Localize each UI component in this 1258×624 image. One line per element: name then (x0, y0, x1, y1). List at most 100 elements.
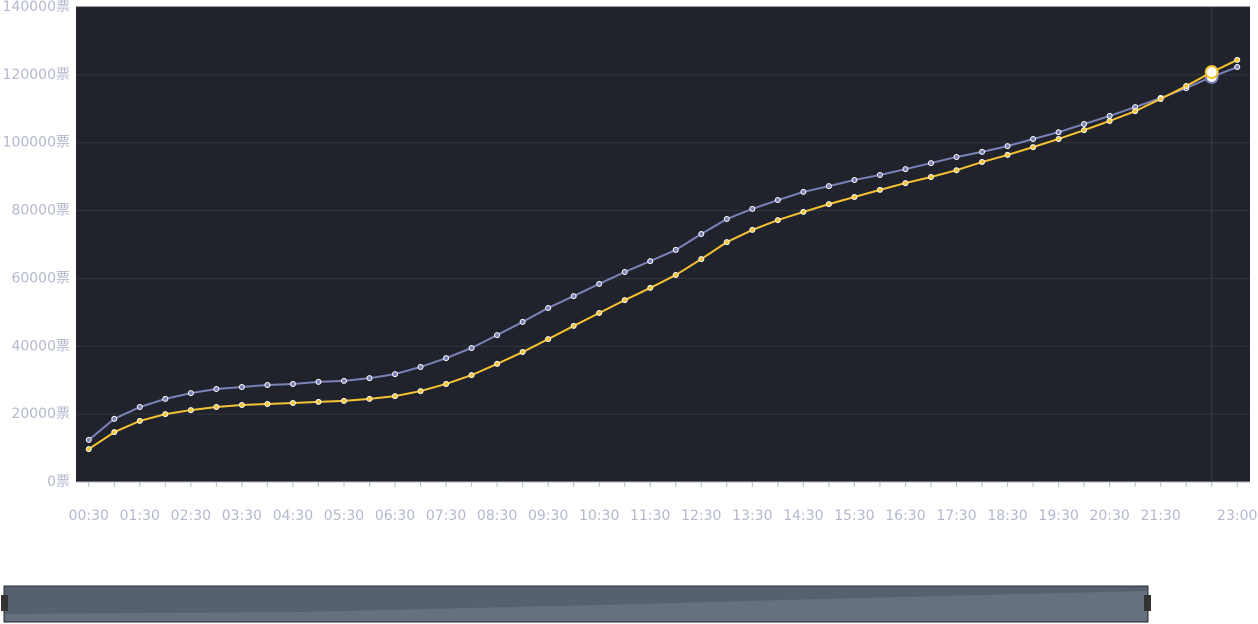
data-point (876, 186, 883, 193)
data-point (698, 256, 705, 263)
data-point (979, 148, 986, 155)
y-tick-label: 40000票 (11, 338, 70, 354)
data-point (723, 239, 730, 246)
data-point (825, 183, 832, 190)
data-point (111, 429, 118, 436)
data-point (443, 380, 450, 387)
x-tick-label: 14:30 (783, 508, 823, 524)
x-tick-label: 05:30 (324, 508, 364, 524)
x-tick-label: 16:30 (885, 508, 925, 524)
x-tick-label: 02:30 (171, 508, 211, 524)
data-point (1204, 65, 1219, 80)
x-tick-label: 08:30 (477, 508, 517, 524)
data-point (340, 397, 347, 404)
data-point (366, 395, 373, 402)
x-tick-label: 06:30 (375, 508, 415, 524)
x-tick-label: 21:30 (1140, 508, 1180, 524)
data-point (315, 378, 322, 385)
data-point (825, 201, 832, 208)
x-tick-label: 11:30 (630, 508, 670, 524)
data-point (698, 230, 705, 237)
data-point (1030, 144, 1037, 151)
x-tick-label: 23:00 (1217, 508, 1257, 524)
data-point (264, 381, 271, 388)
data-point (1004, 143, 1011, 150)
data-point (264, 400, 271, 407)
data-point (519, 318, 526, 325)
data-point (443, 355, 450, 362)
data-point (749, 226, 756, 233)
y-tick-label: 20000票 (11, 406, 70, 422)
data-point (187, 390, 194, 397)
data-point (1055, 135, 1062, 142)
data-point (340, 377, 347, 384)
data-point (749, 205, 756, 212)
data-point (953, 167, 960, 174)
x-tick-label: 13:30 (732, 508, 772, 524)
x-tick-label: 07:30 (426, 508, 466, 524)
zoom-handle[interactable] (1144, 595, 1151, 611)
data-point (494, 360, 501, 367)
data-point (417, 363, 424, 370)
y-tick-label: 60000票 (11, 270, 70, 286)
data-point (927, 173, 934, 180)
data-point (621, 268, 628, 275)
x-tick-label: 12:30 (681, 508, 721, 524)
data-point (1157, 95, 1164, 102)
data-point (1030, 135, 1037, 142)
x-tick-label: 20:30 (1089, 508, 1129, 524)
data-point (723, 216, 730, 223)
data-point (1055, 129, 1062, 136)
x-tick-label: 04:30 (273, 508, 313, 524)
data-point (1004, 151, 1011, 158)
data-point (213, 404, 220, 411)
data-point (162, 411, 169, 418)
zoom-shadow (5, 591, 1147, 621)
data-point (238, 384, 245, 390)
data-point (289, 399, 296, 406)
series-line (88, 59, 1238, 450)
data-point (902, 166, 909, 173)
data-point (162, 395, 169, 402)
y-tick-label: 0票 (47, 474, 70, 490)
data-point (672, 272, 679, 279)
y-tick-label: 100000票 (3, 135, 70, 151)
data-point (1234, 56, 1241, 63)
data-point (570, 293, 577, 300)
data-point (136, 404, 143, 411)
data-point (1132, 108, 1139, 115)
x-tick-label: 10:30 (579, 508, 619, 524)
data-point (213, 386, 220, 393)
data-point (1183, 83, 1190, 90)
x-tick-label: 17:30 (936, 508, 976, 524)
data-point (187, 407, 194, 414)
data-point (953, 153, 960, 160)
data-zoom[interactable] (1, 585, 1151, 623)
x-tick-label: 09:30 (528, 508, 568, 524)
data-point (876, 171, 883, 178)
y-tick-label: 80000票 (11, 203, 70, 219)
plot-background (76, 7, 1250, 482)
data-point (596, 280, 603, 287)
data-point (570, 322, 577, 329)
data-point (545, 304, 552, 311)
data-point (800, 188, 807, 195)
zoom-handle[interactable] (1, 595, 8, 611)
data-point (85, 436, 92, 443)
data-point (1234, 64, 1241, 71)
y-tick-label: 140000票 (3, 0, 70, 15)
data-point (392, 393, 399, 400)
data-point (774, 197, 781, 204)
data-point (672, 246, 679, 253)
data-point (851, 177, 858, 184)
data-point (1081, 121, 1088, 128)
data-point (366, 375, 373, 382)
x-tick-label: 19:30 (1038, 508, 1078, 524)
data-point (851, 194, 858, 200)
data-point (111, 415, 118, 422)
x-tick-label: 18:30 (987, 508, 1027, 524)
data-point (545, 336, 552, 343)
data-point (1081, 127, 1088, 134)
x-tick-label: 00:30 (69, 508, 109, 524)
